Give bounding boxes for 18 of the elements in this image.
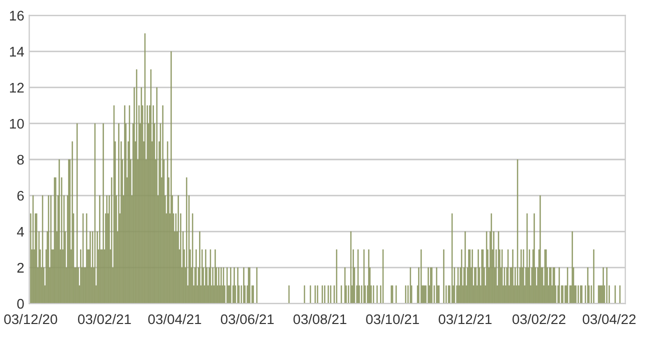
y-tick-label: 4 [16,227,24,237]
y-tick-label: 0 [17,298,24,309]
x-tick-label: 03/08/21 [293,314,346,324]
y-tick-label: 6 [17,190,24,201]
y-tick-label: 2 [17,262,24,273]
x-tick-label: 03/04/21 [148,314,202,324]
x-tick-label: 03/12/21 [438,314,492,324]
x-tick-label: 03/02/22 [512,314,566,324]
x-tick-label: 03/02/21 [78,314,131,324]
y-tick-label: 10 [10,118,24,129]
y-tick-label: 8 [17,154,24,165]
x-tick-label: 03/10/21 [366,314,419,324]
x-tick-label: 03/06/21 [220,314,274,324]
y-tick-label: 12 [10,82,24,92]
y-tick-label: 16 [10,10,24,21]
y-tick-label: 14 [10,46,24,56]
x-tick-label: 03/12/20 [4,314,58,324]
x-tick-label: 03/04/22 [582,314,636,324]
